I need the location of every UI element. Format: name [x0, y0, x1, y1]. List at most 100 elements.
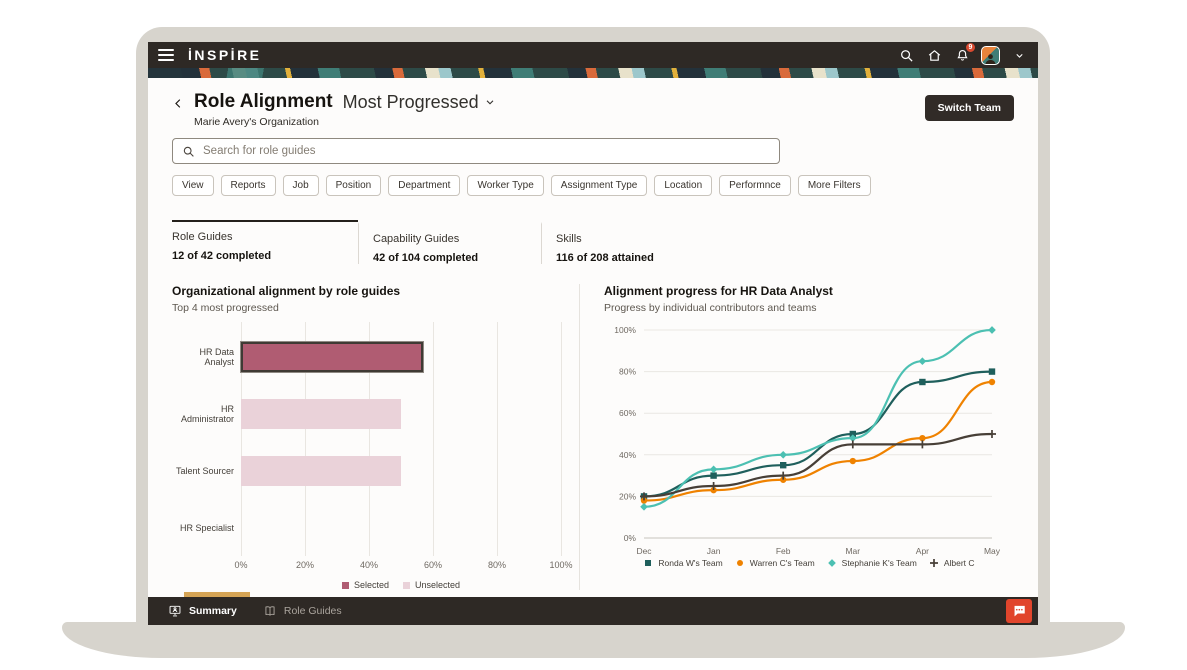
bar-gridline — [241, 322, 242, 556]
filter-chip-reports[interactable]: Reports — [220, 175, 276, 196]
line-x-tick: Mar — [845, 546, 860, 556]
filter-chip-department[interactable]: Department — [388, 175, 461, 196]
series-marker-ronda-w-s-team — [919, 378, 926, 386]
bar-x-tick: 40% — [359, 560, 379, 570]
filter-chip-performnce[interactable]: Performnce — [719, 175, 791, 196]
back-chevron-icon[interactable] — [172, 96, 188, 116]
line-y-tick: 0% — [624, 533, 637, 543]
series-marker-warren-c-s-team — [988, 378, 996, 386]
bar-row — [241, 499, 561, 556]
series-marker-albert-c — [640, 492, 648, 501]
bar-talent-sourcer[interactable] — [241, 455, 401, 486]
bottom-navigation-bar: Summary Role Guides — [148, 592, 1038, 625]
series-marker-albert-c — [918, 440, 927, 449]
series-marker-warren-c-s-team — [780, 476, 787, 483]
tab-value: 116 of 208 attained — [556, 252, 654, 264]
line-chart-legend: Ronda W's Team Warren C's Team Stephanie K… — [604, 558, 1014, 568]
tab-role-guides[interactable]: Role Guides 12 of 42 completed — [172, 220, 358, 264]
line-y-tick: 100% — [614, 325, 636, 335]
charts-row: Organizational alignment by role guides … — [172, 284, 1014, 590]
filter-chip-more-filters[interactable]: More Filters — [797, 175, 871, 196]
legend-marker — [736, 560, 743, 566]
bottom-tab-label: Summary — [189, 605, 237, 617]
bar-gridline — [561, 322, 562, 556]
hamburger-menu-icon[interactable] — [158, 49, 174, 61]
filter-chip-job[interactable]: Job — [282, 175, 319, 196]
series-marker-albert-c — [988, 430, 996, 438]
decorative-banner — [148, 68, 1038, 78]
bar-row — [241, 385, 561, 442]
line-chart-panel: Alignment progress for HR Data Analyst P… — [592, 284, 1014, 590]
legend-item-unselected: Unselected — [403, 580, 460, 590]
tab-capability-guides[interactable]: Capability Guides 42 of 104 completed — [358, 222, 541, 264]
charts-divider — [579, 284, 580, 590]
search-input[interactable] — [203, 145, 770, 157]
view-selector-dropdown[interactable]: Most Progressed — [343, 92, 496, 113]
bar-gridline — [305, 322, 306, 556]
series-marker-albert-c — [709, 482, 718, 490]
series-marker-warren-c-s-team — [919, 434, 926, 442]
switch-team-button[interactable]: Switch Team — [924, 95, 1014, 121]
line-x-tick: Feb — [776, 546, 791, 556]
app-window: İNSPİRE 9 Role Alignment — [148, 42, 1038, 625]
notification-badge: 9 — [965, 42, 976, 53]
bar-hr-administrator[interactable] — [241, 398, 401, 429]
bar-hr-data-analyst[interactable] — [239, 340, 425, 373]
tab-skills[interactable]: Skills 116 of 208 attained — [541, 222, 711, 264]
bar-chart: HR Data Analyst HR Administrator Talent So… — [172, 322, 579, 556]
filter-chip-assignment-type[interactable]: Assignment Type — [550, 175, 648, 196]
bottom-tab-summary[interactable]: Summary — [168, 604, 237, 618]
filter-chip-view[interactable]: View — [172, 175, 214, 196]
series-marker-warren-c-s-team — [849, 457, 856, 465]
series-marker-stephanie-k-s-team — [848, 434, 857, 442]
bar-category-label: HR Data Analyst — [199, 346, 234, 367]
filter-chip-location[interactable]: Location — [654, 175, 713, 196]
series-line-albert-c[interactable] — [643, 432, 993, 498]
line-y-tick: 40% — [619, 450, 636, 460]
line-y-tick: 80% — [619, 367, 636, 377]
bar-x-tick: 20% — [295, 560, 315, 570]
notifications-bell-icon[interactable]: 9 — [953, 42, 976, 64]
bar-gridline — [433, 322, 434, 556]
bar-category-label: Talent Sourcer — [175, 465, 234, 476]
bar-gridline — [369, 322, 370, 556]
series-line-warren-c-s-team[interactable] — [643, 380, 993, 502]
legend-swatch — [403, 581, 410, 589]
bar-chart-title: Organizational alignment by role guides — [172, 284, 401, 298]
tab-value: 42 of 104 completed — [373, 252, 479, 264]
tab-label: Capability Guides — [373, 233, 460, 245]
line-x-tick: Jan — [707, 546, 721, 556]
search-box[interactable] — [172, 138, 780, 164]
filter-chip-position[interactable]: Position — [325, 175, 382, 196]
series-marker-stephanie-k-s-team — [709, 465, 718, 474]
legend-item-warren-c-s-team: Warren C's Team — [735, 558, 815, 568]
laptop-base — [62, 622, 1125, 658]
app-logo: İNSPİRE — [188, 47, 262, 63]
series-line-ronda-w-s-team[interactable] — [643, 370, 993, 498]
legend-item-stephanie-k-s-team: Stephanie K's Team — [827, 558, 917, 568]
line-x-tick: May — [984, 546, 1001, 556]
series-marker-albert-c — [779, 471, 788, 480]
series-marker-warren-c-s-team — [710, 486, 717, 494]
home-icon[interactable] — [925, 46, 943, 64]
user-menu-chevron-down-icon[interactable] — [1010, 46, 1028, 64]
line-chart-subtitle: Progress by individual contributors and … — [604, 302, 817, 314]
bottom-tab-role-guides[interactable]: Role Guides — [263, 604, 342, 618]
user-avatar[interactable] — [981, 45, 1000, 65]
chat-assistant-button[interactable] — [1006, 599, 1032, 623]
legend-marker — [645, 560, 652, 566]
legend-marker — [929, 559, 938, 567]
series-marker-ronda-w-s-team — [988, 368, 996, 375]
legend-swatch — [341, 581, 349, 589]
series-marker-albert-c — [848, 440, 857, 449]
series-marker-stephanie-k-s-team — [988, 326, 996, 334]
legend-item-albert-c: Albert C — [929, 558, 975, 568]
legend-item-ronda-w-s-team: Ronda W's Team — [643, 558, 723, 568]
search-input-icon — [183, 146, 194, 157]
bar-x-tick: 60% — [423, 560, 443, 570]
search-icon[interactable] — [897, 46, 915, 64]
series-line-stephanie-k-s-team[interactable] — [643, 328, 993, 508]
filter-chip-worker-type[interactable]: Worker Type — [467, 175, 544, 196]
tab-label: Skills — [556, 233, 582, 245]
org-subtitle: Marie Avery's Organization — [194, 116, 319, 128]
